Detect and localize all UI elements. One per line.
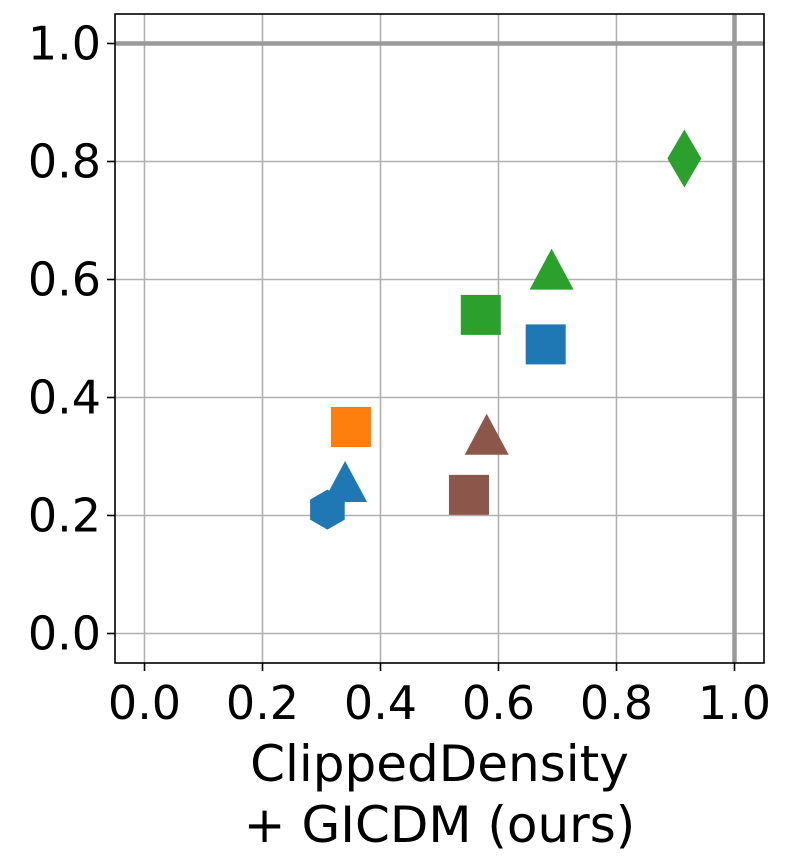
data-point-triangle-4 (464, 413, 509, 455)
y-tick-label-0: 0.0 (28, 607, 101, 661)
y-tick-label-2: 0.4 (28, 371, 101, 425)
data-point-square-3 (449, 474, 489, 515)
data-point-square-6 (525, 324, 566, 365)
plot-frame (114, 13, 765, 664)
data-point-triangle-1 (323, 461, 368, 502)
y-tick-label-1: 0.2 (28, 489, 101, 543)
plot-background (115, 14, 764, 663)
x-axis-label-line-2: + GICDM (ours) (244, 796, 636, 854)
y-tick-label-5: 1.0 (28, 17, 101, 71)
y-axis-ticks: 0.0 0.2 0.4 0.6 0.8 1.0 (28, 17, 115, 661)
x-axis-label-line-1: ClippedDensity (250, 735, 629, 793)
data-point-square-2 (331, 407, 371, 447)
x-tick-label-5: 1.0 (698, 676, 771, 730)
data-point-square-5 (460, 294, 501, 335)
y-tick-label-3: 0.6 (28, 253, 101, 307)
x-tick-label-4: 0.8 (580, 676, 653, 730)
x-tick-label-2: 0.4 (344, 676, 417, 730)
data-point-diamond-8 (667, 129, 702, 188)
y-tick-label-4: 0.8 (28, 135, 101, 189)
x-axis-ticks: 0.0 0.2 0.4 0.6 0.8 1.0 (108, 663, 771, 730)
x-tick-label-3: 0.6 (462, 676, 535, 730)
x-tick-label-1: 0.2 (226, 676, 299, 730)
data-point-triangle-7 (529, 248, 574, 290)
x-tick-label-0: 0.0 (108, 676, 181, 730)
reference-lines (115, 14, 764, 663)
data-points (310, 129, 702, 530)
